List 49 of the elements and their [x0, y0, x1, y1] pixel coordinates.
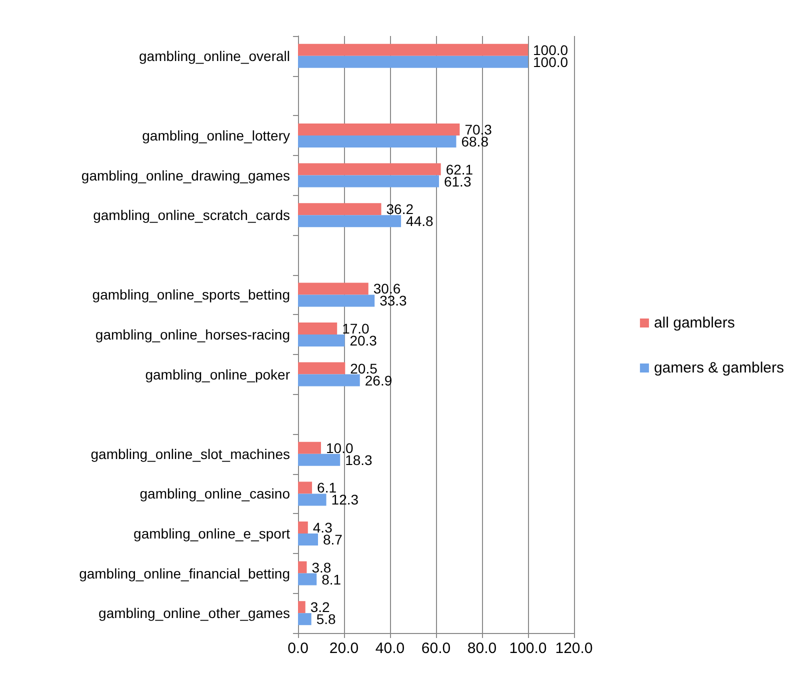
- data-label: 20.5: [350, 360, 378, 376]
- bar: [298, 374, 360, 386]
- y-tick-label: gambling_online_sports_betting: [92, 286, 290, 303]
- x-tick-label: 0.0: [288, 640, 308, 657]
- x-tick-label: 40.0: [375, 640, 405, 657]
- bar: [298, 175, 439, 188]
- y-tick-label: gambling_online_lottery: [142, 128, 290, 144]
- bar: [298, 442, 321, 454]
- y-tick-label: gambling_online_slot_machines: [90, 446, 290, 462]
- x-tick-label: 120.0: [555, 640, 593, 657]
- x-tick-label: 20.0: [329, 640, 359, 657]
- y-tick-label: gambling_online_financial_betting: [79, 565, 290, 582]
- y-tick-label: gambling_online_scratch_cards: [93, 207, 290, 224]
- bar: [298, 482, 312, 494]
- bar: [298, 522, 308, 534]
- data-label: 10.0: [326, 440, 354, 456]
- bar: [298, 561, 307, 574]
- x-tick-label: 80.0: [467, 640, 497, 657]
- y-tick-label: gambling_online_overall: [139, 48, 290, 64]
- y-tick-label: gambling_online_drawing_games: [81, 167, 290, 184]
- bar: [298, 124, 460, 136]
- bar: [298, 454, 340, 466]
- bar: [298, 534, 318, 546]
- bar: [298, 613, 312, 626]
- data-label: 100.0: [533, 42, 568, 58]
- bar: [298, 203, 382, 216]
- bar: [298, 294, 375, 307]
- bar: [298, 163, 441, 176]
- bar: [298, 136, 456, 148]
- legend-label: all gamblers: [654, 314, 735, 332]
- x-tick-label: 100.0: [509, 640, 547, 657]
- bar: [298, 44, 528, 56]
- y-tick-label: gambling_online_poker: [145, 366, 290, 382]
- data-label: 3.8: [312, 559, 332, 576]
- x-tick-label: 60.0: [421, 640, 451, 657]
- bar: [298, 573, 317, 586]
- bar: [298, 215, 402, 228]
- y-tick-label: gambling_online_e_sport: [134, 526, 290, 542]
- y-tick-label: gambling_online_other_games: [98, 605, 290, 622]
- bar: [298, 494, 326, 506]
- bar: [298, 334, 345, 346]
- bar: [298, 322, 338, 334]
- bar: [298, 282, 368, 295]
- y-tick-label: gambling_online_horses-racing: [95, 326, 290, 342]
- bar: [298, 601, 306, 614]
- bar: [298, 56, 528, 68]
- legend-label: gamers & gamblers: [654, 360, 784, 376]
- bar: [298, 362, 346, 374]
- y-tick-label: gambling_online_casino: [140, 486, 290, 502]
